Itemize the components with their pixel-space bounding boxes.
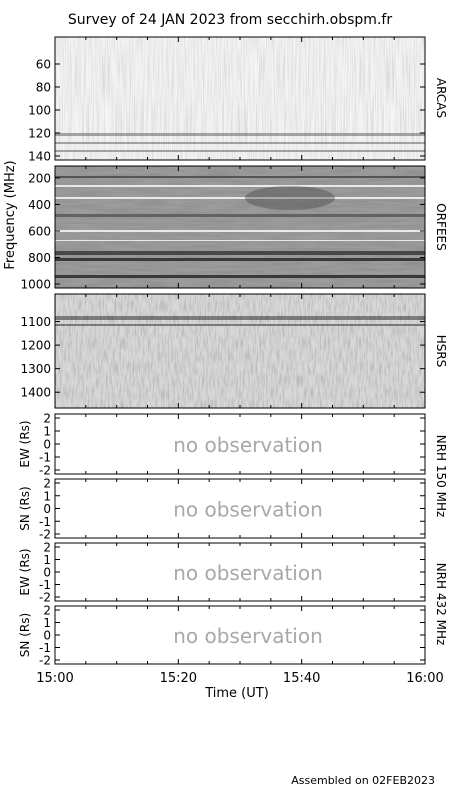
hsrs-band bbox=[55, 324, 425, 326]
y-tick-label: 0 bbox=[43, 629, 51, 643]
instrument-label: NRH 432 MHz bbox=[434, 563, 448, 646]
no-observation-text: no observation bbox=[173, 433, 323, 457]
panel-hsrs: 1100 1200 1300 1400 bbox=[20, 293, 426, 409]
y-tick-label: -1 bbox=[39, 641, 51, 655]
orfees-band bbox=[55, 176, 425, 178]
arcas-band bbox=[55, 133, 425, 136]
x-tick-label: 15:00 bbox=[36, 671, 73, 686]
x-tick-label: 15:40 bbox=[283, 671, 320, 686]
y-tick-label: 0 bbox=[43, 438, 51, 452]
y-tick-label: 140 bbox=[28, 150, 51, 164]
orfees-band bbox=[55, 214, 425, 217]
y-tick-label: 400 bbox=[28, 198, 51, 212]
y-tick-label: -2 bbox=[39, 464, 51, 478]
y-tick-label: -1 bbox=[39, 578, 51, 592]
panel-y-label: SN (Rs) bbox=[18, 486, 32, 530]
hsrs-band bbox=[55, 316, 425, 320]
instrument-label: ORFEES bbox=[434, 203, 448, 250]
no-observation-text: no observation bbox=[173, 498, 323, 522]
y-tick-label: -2 bbox=[39, 654, 51, 668]
panel-orfees: 200 400 600 800 1000 bbox=[20, 165, 426, 292]
instrument-label: HSRS bbox=[434, 335, 448, 368]
arcas-band bbox=[55, 142, 425, 144]
panel-nrh432ew: no observation 210-1-2 EW (Rs) bbox=[18, 541, 426, 605]
panel-nrh432sn: no observation 210-1-2 SN (Rs) bbox=[18, 604, 426, 668]
orfees-band-light bbox=[55, 185, 425, 187]
x-tick-label: 16:00 bbox=[406, 671, 443, 686]
y-tick-label: -1 bbox=[39, 451, 51, 465]
y-tick-label: 1100 bbox=[20, 315, 51, 329]
chart-title: Survey of 24 JAN 2023 from secchirh.obsp… bbox=[68, 12, 392, 28]
orfees-band-light bbox=[55, 197, 425, 199]
y-tick-label: 80 bbox=[36, 81, 51, 95]
orfees-band bbox=[55, 251, 425, 255]
footer-assembled-date: Assembled on 02FEB2023 bbox=[291, 774, 435, 787]
y-axis-label-frequency: Frequency (MHz) bbox=[3, 160, 18, 269]
y-tick-label: 1400 bbox=[20, 386, 51, 400]
panel-y-label: EW (Rs) bbox=[18, 548, 32, 595]
y-tick-label: 0 bbox=[43, 566, 51, 580]
instrument-label: NRH 150 MHz bbox=[434, 435, 448, 518]
panel-nrh150ew: no observation 210-1-2 EW (Rs) bbox=[18, 412, 426, 478]
y-tick-label: 100 bbox=[28, 104, 51, 118]
x-axis-label: Time (UT) bbox=[204, 686, 269, 701]
y-tick-label: 1 bbox=[43, 616, 51, 630]
y-tick-label: 1 bbox=[43, 489, 51, 503]
panels-group: 6080100120140200400600800100011001200130… bbox=[18, 36, 448, 686]
y-tick-label: 2 bbox=[43, 541, 51, 555]
y-tick-label: 200 bbox=[28, 171, 51, 185]
orfees-band bbox=[55, 275, 425, 278]
spectrogram-texture-arcas bbox=[55, 37, 425, 160]
panel-nrh150sn: no observation 210-1-2 SN (Rs) bbox=[18, 477, 426, 542]
orfees-band-light bbox=[55, 230, 425, 232]
y-tick-label: -2 bbox=[39, 528, 51, 542]
y-tick-label: 600 bbox=[28, 224, 51, 238]
no-observation-text: no observation bbox=[173, 624, 323, 648]
x-tick-label: 15:20 bbox=[160, 671, 197, 686]
panel-y-label: SN (Rs) bbox=[18, 613, 32, 657]
y-tick-label: 1000 bbox=[20, 278, 51, 292]
y-tick-label: -1 bbox=[39, 515, 51, 529]
y-tick-label: 800 bbox=[28, 251, 51, 265]
arcas-band bbox=[55, 150, 425, 152]
orfees-band bbox=[55, 258, 425, 261]
y-tick-label: 1 bbox=[43, 553, 51, 567]
instrument-label: ARCAS bbox=[434, 78, 448, 118]
no-observation-text: no observation bbox=[173, 561, 323, 585]
spectrogram-texture-orfees bbox=[55, 166, 425, 288]
panel-arcas: 60 80 100 120 140 bbox=[28, 36, 426, 164]
y-tick-label: 2 bbox=[43, 412, 51, 426]
y-tick-label: -2 bbox=[39, 591, 51, 605]
y-tick-label: 2 bbox=[43, 477, 51, 491]
y-tick-label: 1 bbox=[43, 425, 51, 439]
y-tick-label: 60 bbox=[36, 58, 51, 72]
y-tick-label: 1300 bbox=[20, 362, 51, 376]
orfees-burst bbox=[245, 186, 335, 210]
panel-y-label: EW (Rs) bbox=[18, 420, 32, 467]
y-tick-label: 2 bbox=[43, 604, 51, 618]
orfees-band-light bbox=[55, 240, 425, 241]
spectrogram-texture-hsrs bbox=[55, 294, 425, 408]
y-tick-label: 120 bbox=[28, 127, 51, 141]
y-tick-label: 1200 bbox=[20, 339, 51, 353]
y-tick-label: 0 bbox=[43, 502, 51, 516]
